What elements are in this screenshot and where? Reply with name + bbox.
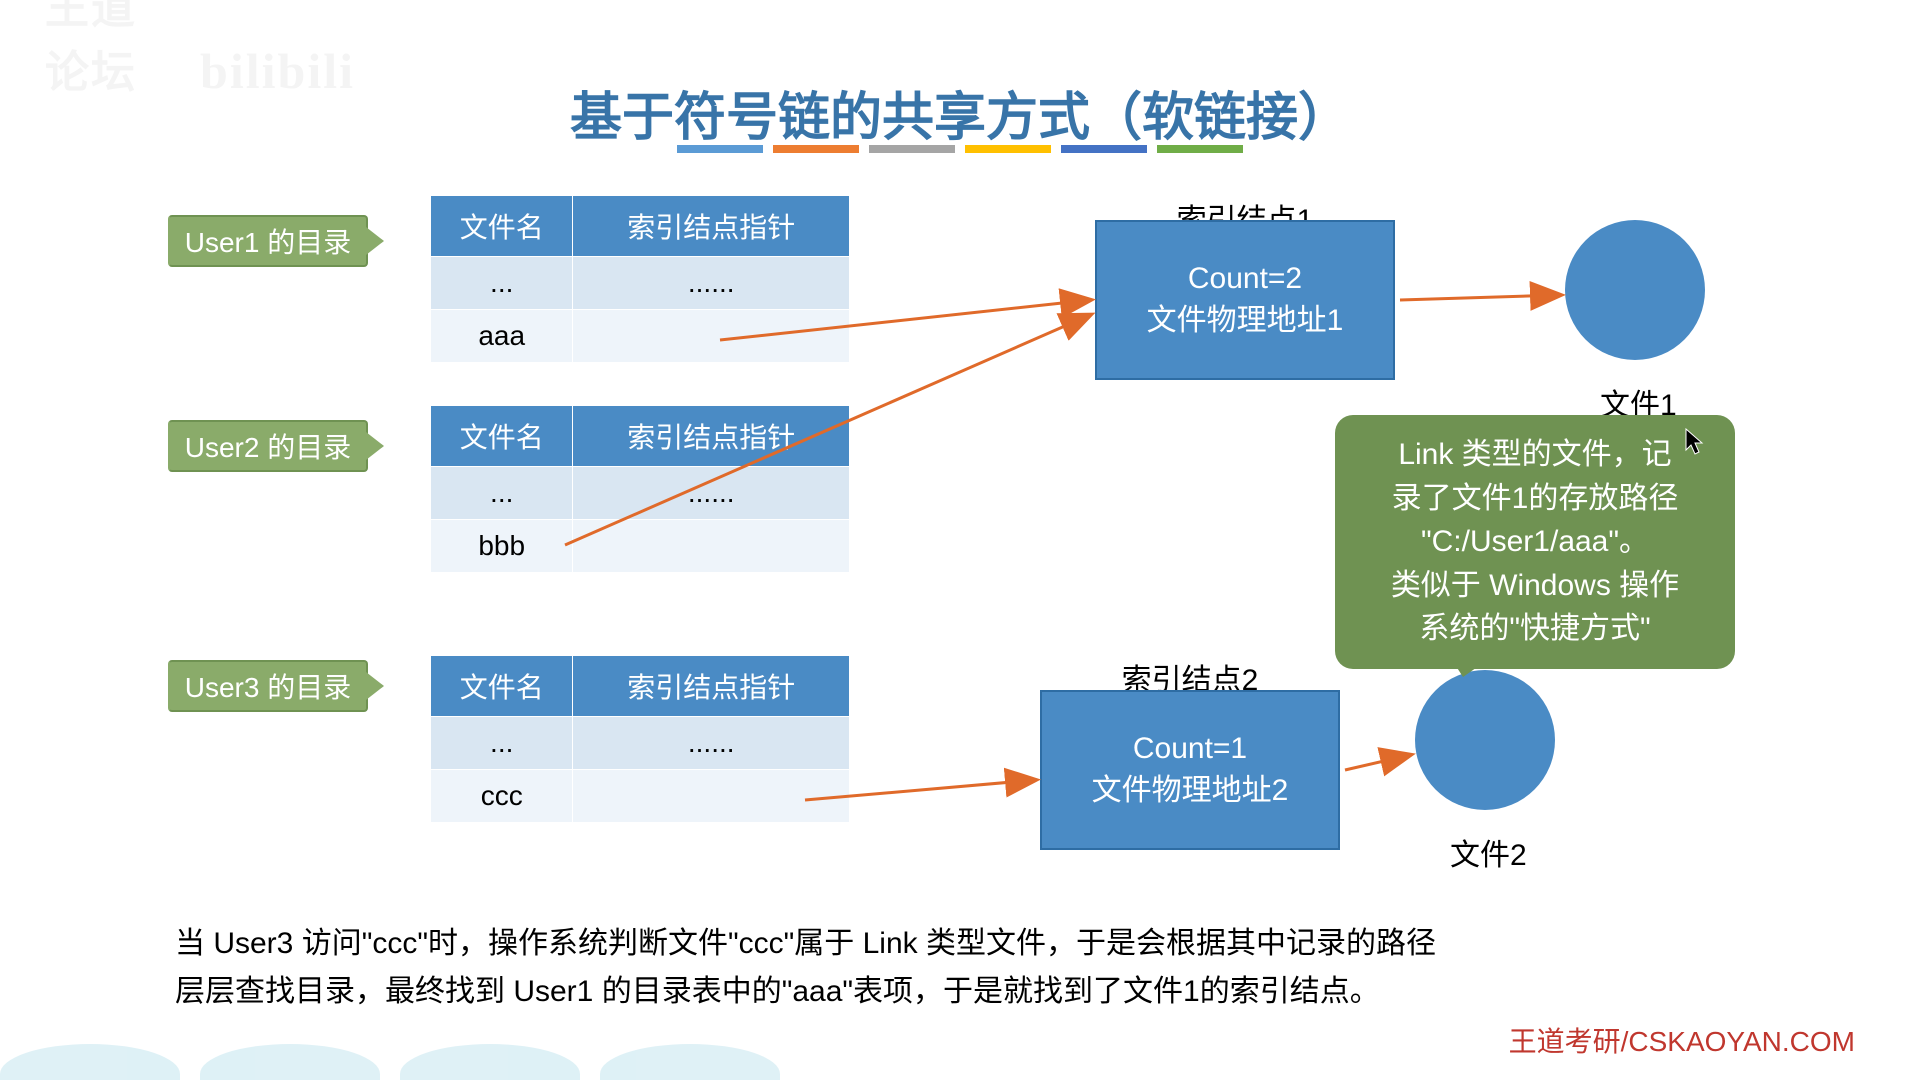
dir-label-user3: User3 的目录 xyxy=(168,660,368,712)
dir-label-user1: User1 的目录 xyxy=(168,215,368,267)
table-header: 文件名 xyxy=(431,406,573,467)
mouse-cursor-icon xyxy=(1685,428,1705,456)
explanation-line: 当 User3 访问"ccc"时，操作系统判断文件"ccc"属于 Link 类型… xyxy=(175,920,1780,968)
table-cell xyxy=(573,310,850,363)
table-header: 文件名 xyxy=(431,656,573,717)
dir-table-user3: 文件名索引结点指针.........ccc xyxy=(430,655,850,823)
table-cell: bbb xyxy=(431,520,573,573)
callout-line: 类似于 Windows 操作 xyxy=(1355,564,1715,608)
table-cell: ... xyxy=(431,717,573,770)
table-cell: ...... xyxy=(573,257,850,310)
dir-table-user2: 文件名索引结点指针.........bbb xyxy=(430,405,850,573)
callout-line: "C:/User1/aaa"。 xyxy=(1355,520,1715,564)
file-circle-2 xyxy=(1415,670,1555,810)
inode-box-2: Count=1 文件物理地址2 xyxy=(1040,690,1340,850)
table-header: 文件名 xyxy=(431,196,573,257)
table-cell: ccc xyxy=(431,770,573,823)
inode-count: Count=2 xyxy=(1097,258,1393,300)
underline-segment xyxy=(677,145,763,153)
dir-table-user1: 文件名索引结点指针.........aaa xyxy=(430,195,850,363)
dir-label-user2: User2 的目录 xyxy=(168,420,368,472)
table-cell: ... xyxy=(431,257,573,310)
explanation-line: 层层查找目录，最终找到 User1 的目录表中的"aaa"表项，于是就找到了文件… xyxy=(175,968,1780,1016)
link-callout: Link 类型的文件，记 录了文件1的存放路径 "C:/User1/aaa"。 … xyxy=(1335,415,1735,669)
underline-segment xyxy=(869,145,955,153)
table-header: 索引结点指针 xyxy=(573,196,850,257)
underline-segment xyxy=(1061,145,1147,153)
table-cell xyxy=(573,520,850,573)
page-title: 基于符号链的共享方式（软链接） xyxy=(0,75,1920,150)
callout-line: 系统的"快捷方式" xyxy=(1355,607,1715,651)
inode-box-1: Count=2 文件物理地址1 xyxy=(1095,220,1395,380)
decorative-wave xyxy=(0,1044,780,1080)
callout-tail xyxy=(1445,649,1503,677)
underline-segment xyxy=(773,145,859,153)
arrow xyxy=(1400,295,1560,300)
footer-brand: 王道考研/CSKAOYAN.COM xyxy=(1509,1020,1855,1060)
table-header: 索引结点指针 xyxy=(573,656,850,717)
title-underline xyxy=(677,145,1243,153)
table-cell: aaa xyxy=(431,310,573,363)
callout-line: 录了文件1的存放路径 xyxy=(1355,477,1715,521)
callout-line: Link 类型的文件，记 xyxy=(1355,433,1715,477)
inode-addr: 文件物理地址2 xyxy=(1042,770,1338,812)
table-cell: ...... xyxy=(573,717,850,770)
arrow xyxy=(1345,755,1410,770)
file-circle-1 xyxy=(1565,220,1705,360)
table-cell xyxy=(573,770,850,823)
table-header: 索引结点指针 xyxy=(573,406,850,467)
inode-count: Count=1 xyxy=(1042,728,1338,770)
explanation-text: 当 User3 访问"ccc"时，操作系统判断文件"ccc"属于 Link 类型… xyxy=(175,920,1780,1016)
table-cell: ... xyxy=(431,467,573,520)
underline-segment xyxy=(965,145,1051,153)
underline-segment xyxy=(1157,145,1243,153)
table-cell: ...... xyxy=(573,467,850,520)
inode-addr: 文件物理地址1 xyxy=(1097,300,1393,342)
file-label-2: 文件2 xyxy=(1450,830,1527,874)
